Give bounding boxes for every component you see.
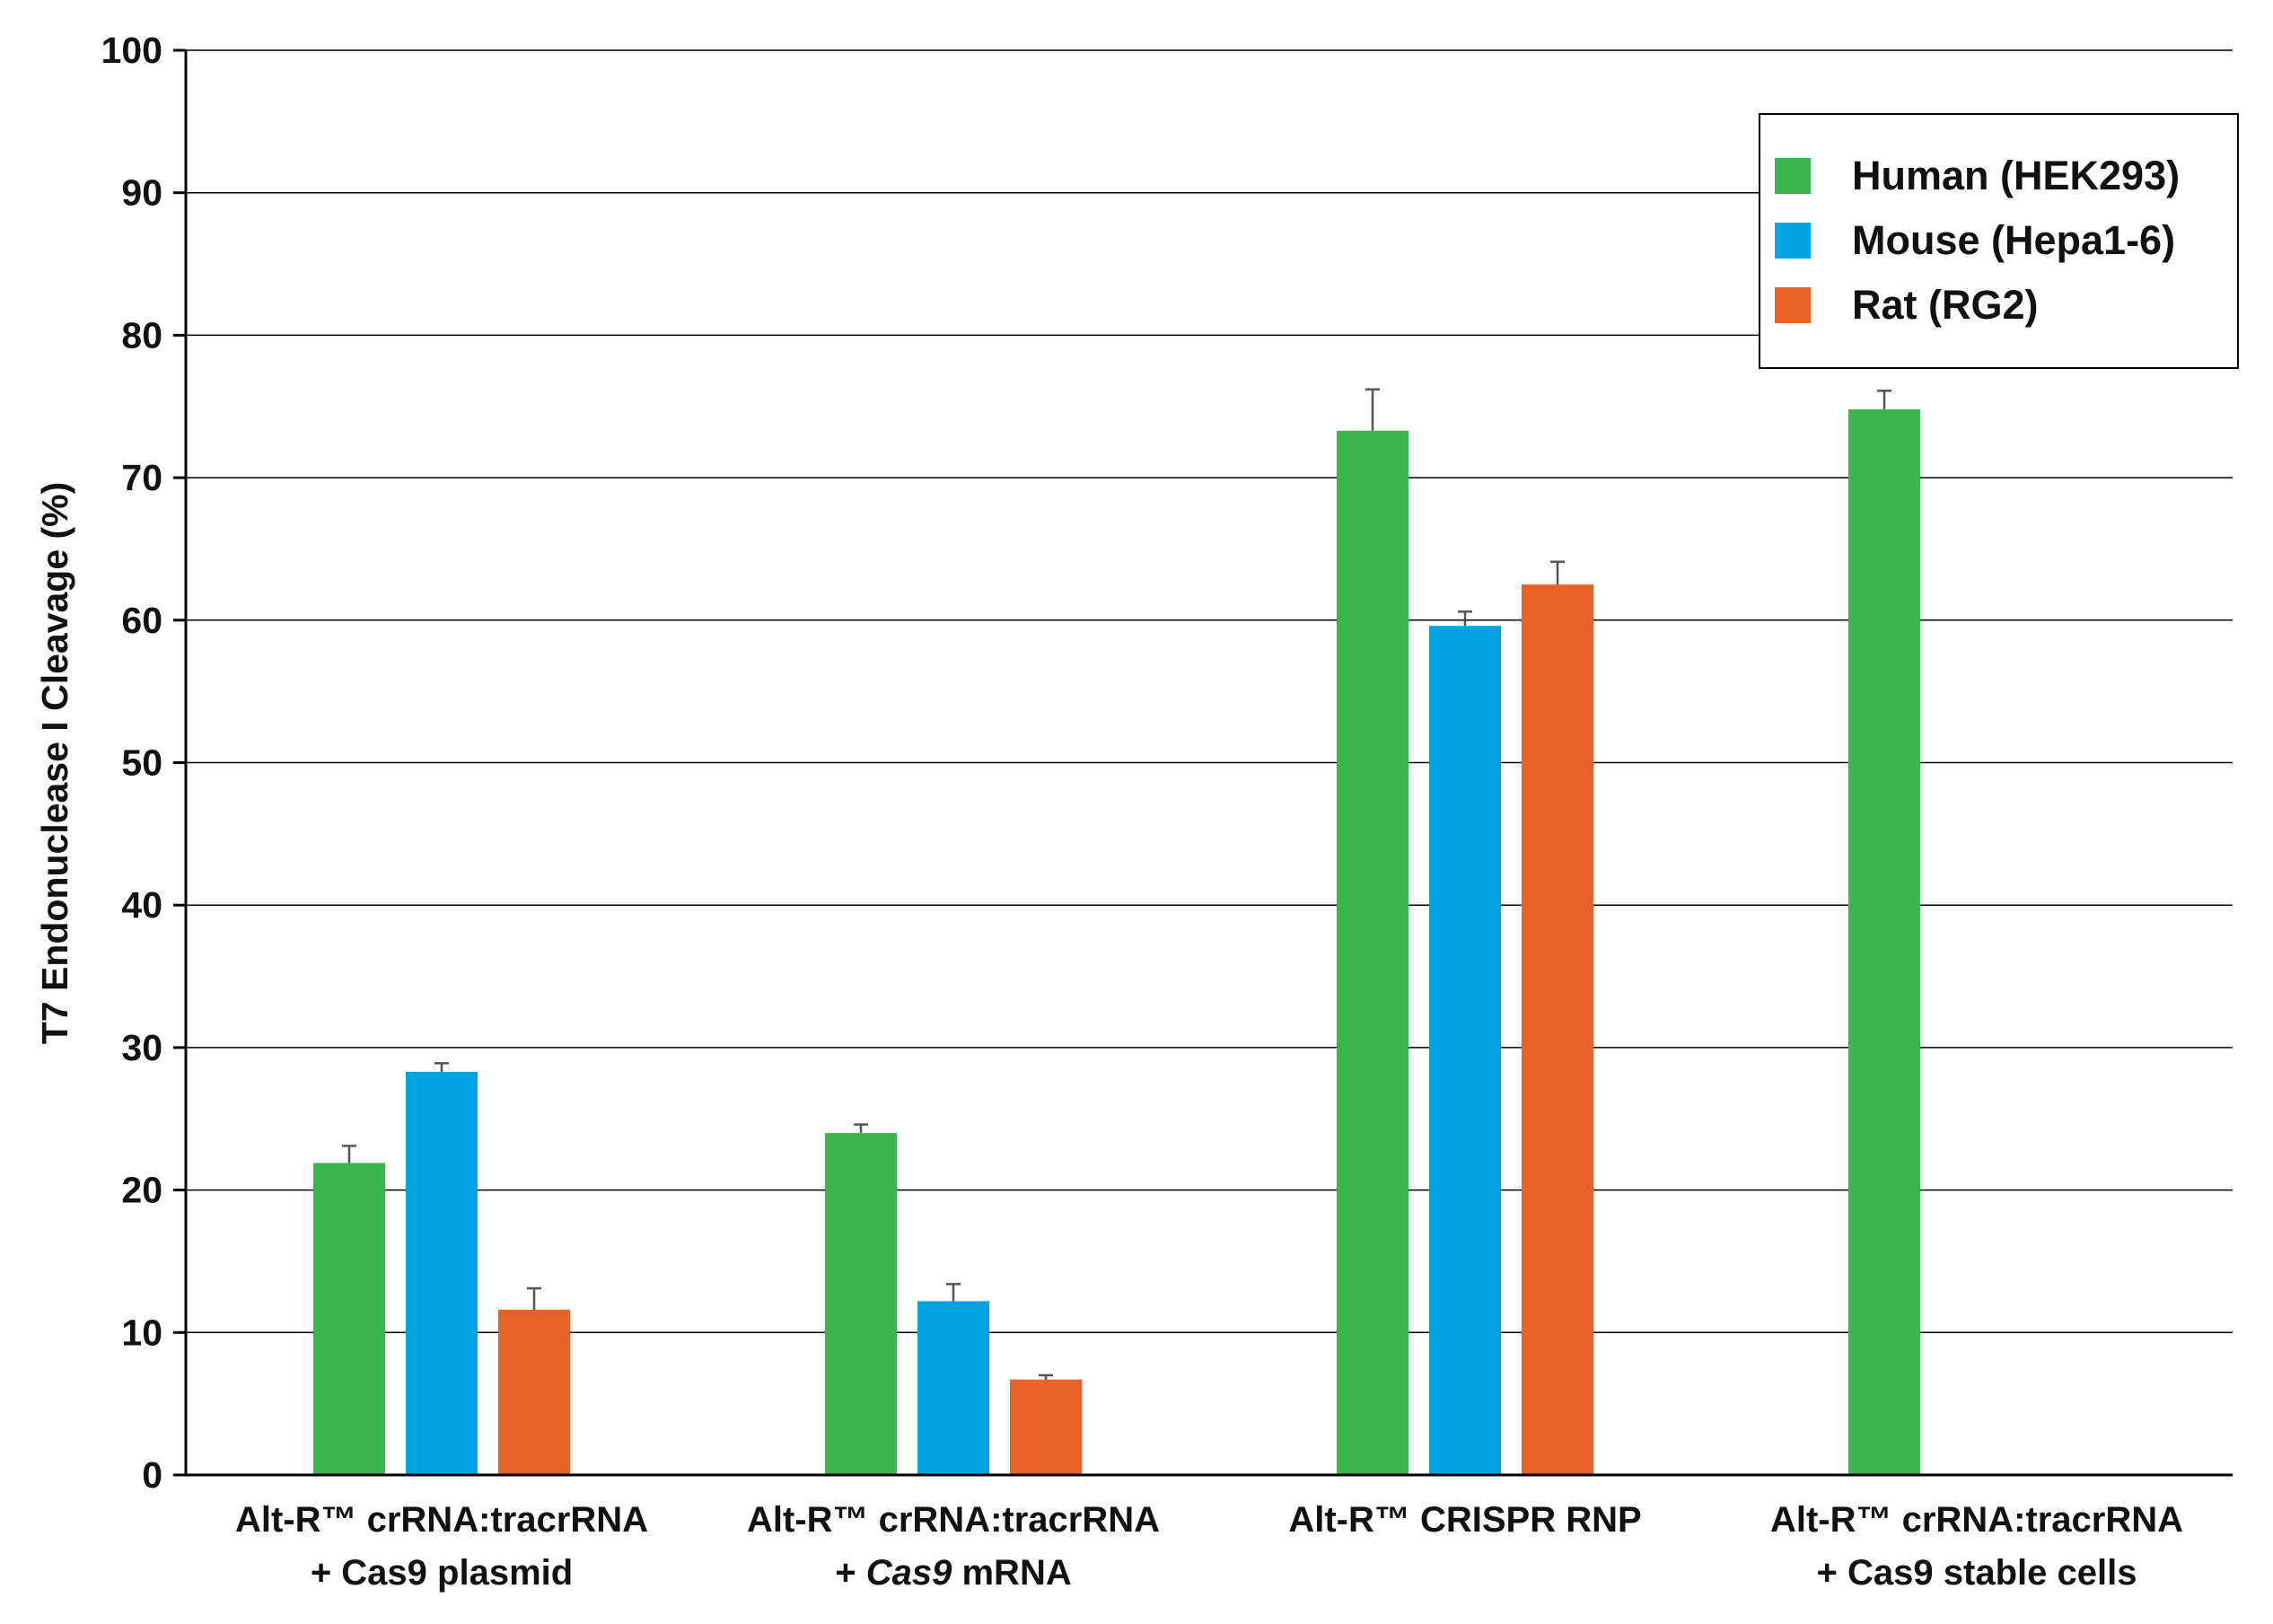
y-tick-label-40: 40 [121,884,162,926]
y-tick-label-0: 0 [142,1454,162,1496]
category-label-0-line2: + Cas9 plasmid [311,1553,573,1593]
category-label-1-line1: Alt-R™ crRNA:tracrRNA [747,1500,1160,1540]
bar-rat-1 [1010,1379,1082,1475]
category-label-2-line1: Alt-R™ CRISPR RNP [1288,1500,1641,1540]
bar-human-2 [1337,430,1409,1475]
bar-human-1 [825,1133,897,1475]
category-labels: Alt-R™ crRNA:tracrRNA + Cas9 plasmid Alt-R… [235,1500,2183,1593]
category-label-3-line1: Alt-R™ crRNA:tracrRNA [1770,1500,2183,1540]
bar-mouse-1 [917,1301,989,1475]
bar-mouse-0 [406,1071,478,1475]
legend-swatch-0 [1775,158,1811,194]
y-tick-label-70: 70 [121,457,162,498]
y-tick-label-30: 30 [121,1027,162,1068]
legend-swatch-1 [1775,223,1811,259]
category-label-3-line2: + Cas9 stable cells [1817,1553,2137,1593]
bar-human-0 [313,1163,385,1475]
category-label-0-line1: Alt-R™ crRNA:tracrRNA [235,1500,648,1540]
y-tick-label-50: 50 [121,742,162,784]
legend: Human (HEK293) Mouse (Hepa1-6) Rat (RG2) [1759,113,2239,369]
bar-human-3 [1848,408,1920,1475]
legend-label-2: Rat (RG2) [1852,282,2039,328]
y-axis-title: T7 Endonuclease I Cleavage (%) [34,482,75,1045]
bar-rat-0 [498,1309,570,1475]
category-label-1-line2: + Cas9 mRNA [835,1553,1071,1593]
legend-label-1: Mouse (Hepa1-6) [1852,217,2175,263]
legend-swatch-2 [1775,287,1811,323]
y-tick-label-20: 20 [121,1170,162,1211]
y-tick-labels: 0 10 20 30 40 50 60 70 80 90 100 [101,30,162,1496]
y-tick-label-10: 10 [121,1312,162,1353]
bars [313,388,1920,1475]
y-tick-label-90: 90 [121,172,162,214]
bar-rat-2 [1522,584,1593,1475]
legend-box [1759,113,2239,369]
legend-label-0: Human (HEK293) [1852,153,2180,198]
bar-mouse-2 [1429,626,1501,1475]
y-tick-label-80: 80 [121,314,162,356]
axes [184,50,2233,1477]
y-tick-label-60: 60 [121,600,162,641]
y-tick-label-100: 100 [101,30,162,71]
